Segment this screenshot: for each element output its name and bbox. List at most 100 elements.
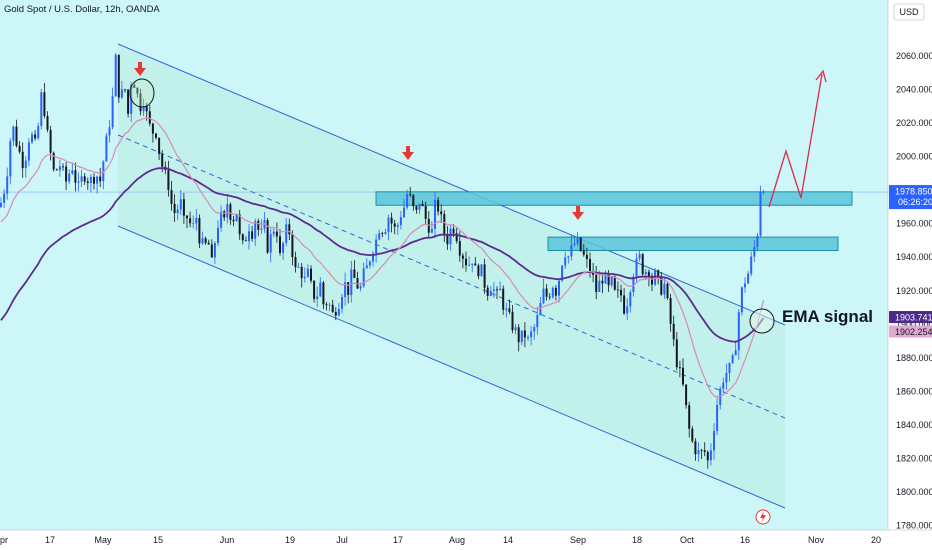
candle-body: [0, 202, 2, 207]
y-tick-label: 1800.000: [896, 487, 932, 497]
candle-body: [523, 330, 526, 338]
candle-body: [316, 296, 319, 300]
candle-body: [465, 258, 467, 266]
candle-body: [381, 233, 384, 235]
candle-body: [412, 195, 415, 207]
down-arrow-icon: [134, 62, 146, 76]
candle-body: [170, 190, 173, 204]
candle-body: [452, 228, 455, 234]
candle-body: [89, 176, 92, 183]
candle-body: [124, 89, 126, 91]
candle-body: [399, 217, 402, 226]
candle-body: [629, 292, 632, 307]
candle-body: [499, 288, 502, 291]
ema-fast-line[interactable]: [0, 117, 765, 398]
price-axis[interactable]: [888, 0, 932, 550]
candle-body: [306, 268, 309, 277]
candle-body: [96, 176, 99, 184]
candle-body: [725, 373, 728, 383]
candle-body: [161, 153, 164, 167]
y-tick-label: 2040.000: [896, 85, 932, 95]
candle-body: [496, 289, 498, 291]
resistance-zone-upper[interactable]: [375, 191, 853, 206]
candle-body: [393, 223, 396, 227]
channel-mid-line[interactable]: [117, 134, 786, 419]
candle-body: [71, 170, 74, 174]
candle-body: [158, 137, 161, 154]
lightning-icon[interactable]: [755, 509, 771, 525]
candle-body: [620, 289, 622, 296]
candle-body: [18, 145, 21, 152]
candle-body: [55, 169, 58, 171]
price-tag[interactable]: [889, 185, 932, 210]
candle-body: [213, 242, 216, 258]
price-tag[interactable]: [889, 311, 932, 324]
candle-body: [3, 193, 6, 203]
candle-body: [468, 264, 471, 266]
candle-body: [753, 246, 756, 257]
candle-body: [77, 181, 80, 183]
x-tick-label: May: [94, 535, 112, 545]
candle-body: [201, 238, 204, 244]
candle-body: [272, 231, 275, 235]
x-tick-label: Jul: [336, 535, 348, 545]
candle-body: [626, 306, 629, 314]
candle-body: [114, 54, 117, 97]
candle-body: [595, 274, 598, 292]
price-tag[interactable]: [889, 325, 932, 338]
candle-body: [195, 218, 198, 224]
channel-lower-line[interactable]: [117, 225, 786, 509]
candle-body: [285, 224, 288, 243]
candle-body: [409, 193, 412, 196]
candle-body: [607, 272, 610, 286]
projection-path[interactable]: [768, 73, 823, 208]
candle-body: [455, 233, 458, 242]
candle-body: [554, 287, 557, 296]
candle-body: [756, 235, 759, 247]
ema-signal-circle[interactable]: [749, 308, 775, 334]
candles-layer: [0, 53, 765, 469]
candle-body: [694, 441, 697, 455]
channel-upper-line[interactable]: [117, 43, 786, 326]
y-tick-label: 1900.000: [896, 319, 932, 329]
candle-body: [672, 323, 675, 340]
candle-body: [517, 327, 520, 343]
candle-body: [508, 308, 511, 312]
candle-body: [34, 134, 37, 139]
candle-body: [322, 282, 325, 305]
candle-body: [105, 135, 108, 162]
candle-body: [542, 288, 545, 304]
candle-body: [182, 199, 185, 216]
x-tick-label: 17: [393, 535, 403, 545]
candle-body: [716, 404, 719, 431]
candle-body: [210, 244, 213, 258]
candle-body: [477, 265, 480, 277]
candle-body: [155, 133, 157, 138]
currency-button[interactable]: [893, 3, 925, 21]
x-tick-label: Jun: [220, 535, 235, 545]
candle-body: [49, 129, 52, 153]
candle-body: [458, 241, 461, 256]
candle-body: [260, 228, 263, 230]
zones-layer: [375, 191, 853, 252]
x-tick-label: 19: [285, 535, 295, 545]
candle-body: [750, 256, 753, 274]
price-tag-value: 1978.850: [895, 187, 932, 197]
candle-body: [235, 214, 238, 222]
candle-body: [117, 54, 120, 98]
candle-body: [279, 236, 281, 253]
candle-body: [43, 92, 46, 117]
candle-body: [610, 276, 613, 286]
ema-slow-line[interactable]: [0, 167, 765, 343]
candle-body: [384, 232, 387, 234]
resistance-zone-lower[interactable]: [547, 236, 839, 252]
time-axis[interactable]: [0, 530, 888, 550]
highlight-circle[interactable]: [129, 78, 155, 108]
candle-body: [539, 303, 542, 316]
candle-body: [697, 450, 700, 455]
candle-body: [266, 220, 269, 253]
candle-body: [502, 288, 505, 310]
candle-body: [344, 282, 347, 297]
